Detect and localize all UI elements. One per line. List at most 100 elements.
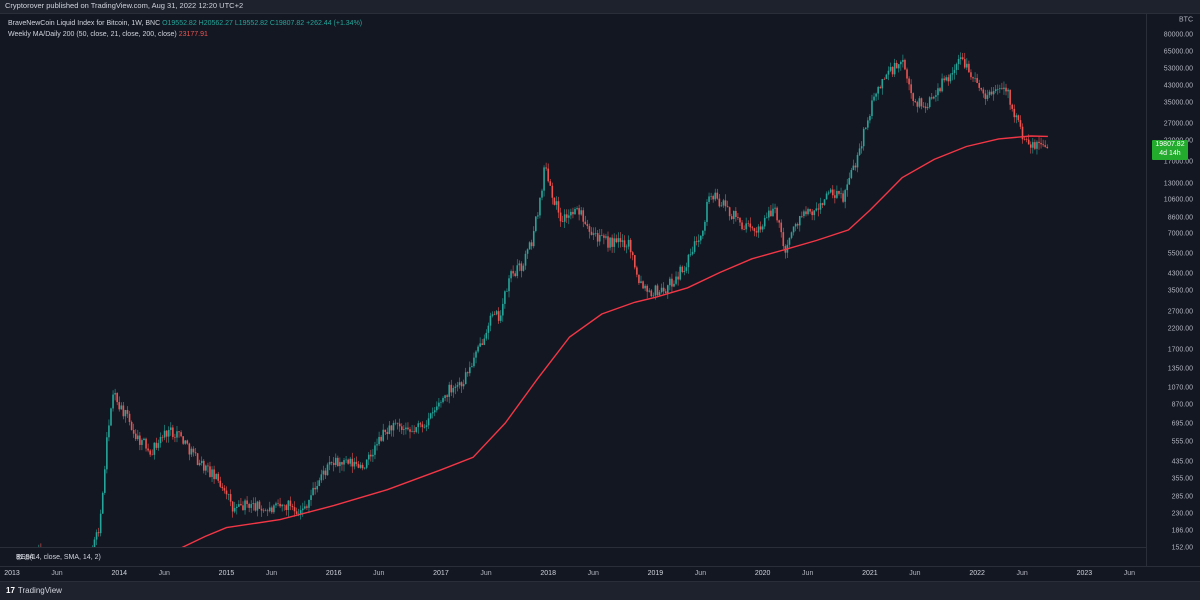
candle-body xyxy=(139,435,141,445)
candle-body xyxy=(772,208,774,217)
candle-body xyxy=(213,469,215,480)
candle-body xyxy=(823,199,826,205)
candle-body xyxy=(629,239,632,253)
candle-body xyxy=(945,77,948,81)
candle-body xyxy=(231,501,234,512)
candle-body xyxy=(735,210,737,217)
candle-body xyxy=(178,431,180,433)
candle-body xyxy=(545,167,547,169)
candle-body xyxy=(524,253,527,266)
candle-body xyxy=(763,217,766,227)
candle-body xyxy=(941,78,943,92)
legend-symbol: BraveNewCoin Liquid Index for Bitcoin, 1… xyxy=(8,20,161,27)
candle-body xyxy=(411,431,413,432)
candle-body xyxy=(1032,142,1034,148)
time-tick-label: Jun xyxy=(480,570,492,577)
candle-body xyxy=(392,422,395,431)
candle-body xyxy=(291,506,294,508)
price-tick-label: 555.00 xyxy=(1171,438,1193,446)
price-tick-label: 43000.00 xyxy=(1163,82,1193,90)
candle-body xyxy=(221,486,224,489)
candle-body xyxy=(607,236,609,248)
candle-body xyxy=(398,423,401,427)
candle-body xyxy=(675,276,677,284)
candle-body xyxy=(528,242,531,250)
candle-body xyxy=(250,504,253,508)
legend-ma-label: Weekly MA/Daily 200 (50, close, 21, clos… xyxy=(8,31,177,38)
candle-body xyxy=(576,208,578,210)
time-tick-label: 2014 xyxy=(111,570,128,577)
candle-body xyxy=(565,214,568,218)
candle-body xyxy=(660,287,663,293)
price-tick-label: 80000.00 xyxy=(1163,31,1193,39)
candle-body xyxy=(444,395,446,399)
candle-body xyxy=(151,454,154,456)
candle-body xyxy=(623,240,626,248)
price-axis[interactable]: BTC 80000.00 65000.00 53000.00 43000.00 3500… xyxy=(1146,13,1200,567)
candle-body xyxy=(609,237,611,248)
chart-legend: BraveNewCoin Liquid Index for Bitcoin, 1… xyxy=(8,18,362,40)
price-chart[interactable] xyxy=(0,13,1146,547)
candle-body xyxy=(815,208,818,211)
candle-body xyxy=(147,448,149,451)
price-tick-label: 8600.00 xyxy=(1167,214,1193,222)
candle-body xyxy=(376,444,378,446)
price-tick-label: 7000.00 xyxy=(1167,230,1193,238)
axis-unit-label: BTC xyxy=(1179,16,1193,24)
candle-body xyxy=(986,95,989,99)
candle-body xyxy=(374,445,376,455)
candle-body xyxy=(186,440,189,444)
price-tick-label: 186.00 xyxy=(1171,527,1193,535)
candle-body xyxy=(400,426,403,431)
candle-body xyxy=(968,63,970,73)
candle-body xyxy=(838,190,840,194)
time-axis[interactable]: 2013 Jun 2014 Jun 2015 Jun 2016 Jun 2017 Jun 2018 J… xyxy=(0,566,1200,582)
candle-body xyxy=(194,452,197,454)
price-tick-label: 2200.00 xyxy=(1167,325,1193,333)
candle-body xyxy=(1046,146,1049,149)
candle-body xyxy=(640,281,642,284)
candle-body xyxy=(710,196,712,197)
candle-body xyxy=(460,382,463,387)
candle-body xyxy=(101,492,104,514)
candle-body xyxy=(141,440,143,445)
candle-body xyxy=(419,423,422,425)
candle-body xyxy=(677,276,679,280)
candle-body xyxy=(322,470,325,475)
candle-body xyxy=(471,366,473,368)
candle-body xyxy=(834,195,836,198)
candle-body xyxy=(427,418,430,426)
candle-body xyxy=(957,59,960,65)
candle-body xyxy=(172,427,174,437)
time-tick-label: Jun xyxy=(1123,570,1136,577)
candle-body xyxy=(394,422,397,424)
candle-body xyxy=(149,450,151,455)
time-tick-label: 2020 xyxy=(754,570,771,577)
candle-body xyxy=(654,285,657,296)
price-tick-label: 435.00 xyxy=(1171,458,1193,466)
time-tick-label: 2021 xyxy=(862,570,878,577)
candle-body xyxy=(415,427,418,432)
candle-body xyxy=(95,532,98,540)
candle-body xyxy=(229,494,232,502)
candle-body xyxy=(390,425,393,431)
candle-body xyxy=(345,459,347,461)
candle-body xyxy=(285,505,288,510)
candle-body xyxy=(196,453,199,466)
rsi-pane[interactable]: RSI (14, close, SMA, 14, 2) 31.94 ∅ ∅ xyxy=(0,547,1146,566)
candle-body xyxy=(436,406,438,411)
price-tick-label: 2700.00 xyxy=(1167,308,1193,316)
candle-body xyxy=(279,503,281,507)
candle-body xyxy=(732,210,735,220)
price-tick-label: 152.00 xyxy=(1171,544,1193,552)
candle-body xyxy=(555,201,558,205)
candle-body xyxy=(860,146,863,149)
candle-body xyxy=(161,436,164,438)
candle-body xyxy=(605,236,607,238)
candle-body xyxy=(190,448,193,455)
time-tick-label: 2015 xyxy=(218,570,235,577)
candle-body xyxy=(728,207,731,217)
time-tick-label: 2022 xyxy=(969,570,985,577)
candle-body xyxy=(1029,144,1032,148)
candle-body xyxy=(693,241,696,252)
